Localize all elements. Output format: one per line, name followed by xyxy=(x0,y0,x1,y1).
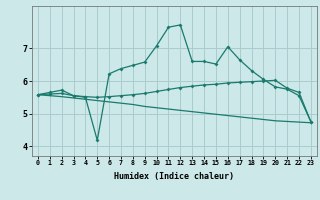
X-axis label: Humidex (Indice chaleur): Humidex (Indice chaleur) xyxy=(115,172,234,181)
